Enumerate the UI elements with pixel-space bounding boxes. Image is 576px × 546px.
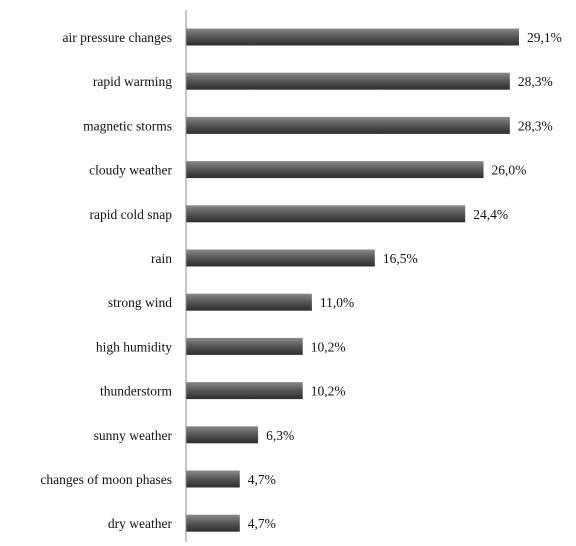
bar <box>186 514 240 532</box>
category-label: high humidity <box>96 339 172 354</box>
data-label: 28,3% <box>518 118 553 133</box>
category-label: sunny weather <box>94 428 173 443</box>
data-label: 4,7% <box>248 516 276 531</box>
category-label: air pressure changes <box>63 30 172 45</box>
data-label: 10,2% <box>311 339 346 354</box>
category-label: cloudy weather <box>89 163 172 178</box>
bar <box>186 426 259 444</box>
category-label: strong wind <box>108 295 172 310</box>
data-label: 16,5% <box>383 251 418 266</box>
bar <box>186 470 240 488</box>
category-label: rapid warming <box>93 74 172 89</box>
bar <box>186 382 303 400</box>
bar <box>186 72 510 90</box>
bar <box>186 249 375 267</box>
bar <box>186 116 510 134</box>
bar <box>186 205 466 223</box>
data-label: 28,3% <box>518 74 553 89</box>
labels: air pressure changes 29,1% rapid warming 28… <box>40 30 561 531</box>
category-label: dry weather <box>108 516 173 531</box>
category-label: changes of moon phases <box>40 472 172 487</box>
data-label: 10,2% <box>311 384 346 399</box>
bar <box>186 337 303 355</box>
category-label: rain <box>151 251 172 266</box>
category-label: rapid cold snap <box>90 207 173 222</box>
bar <box>186 28 519 46</box>
data-label: 6,3% <box>266 428 294 443</box>
bar <box>186 161 484 179</box>
bars <box>186 28 519 532</box>
data-label: 29,1% <box>527 30 562 45</box>
category-label: thunderstorm <box>100 384 172 399</box>
data-label: 11,0% <box>320 295 354 310</box>
bar <box>186 293 312 311</box>
data-label: 24,4% <box>473 207 508 222</box>
category-label: magnetic storms <box>83 118 172 133</box>
data-label: 4,7% <box>248 472 276 487</box>
data-label: 26,0% <box>492 163 527 178</box>
